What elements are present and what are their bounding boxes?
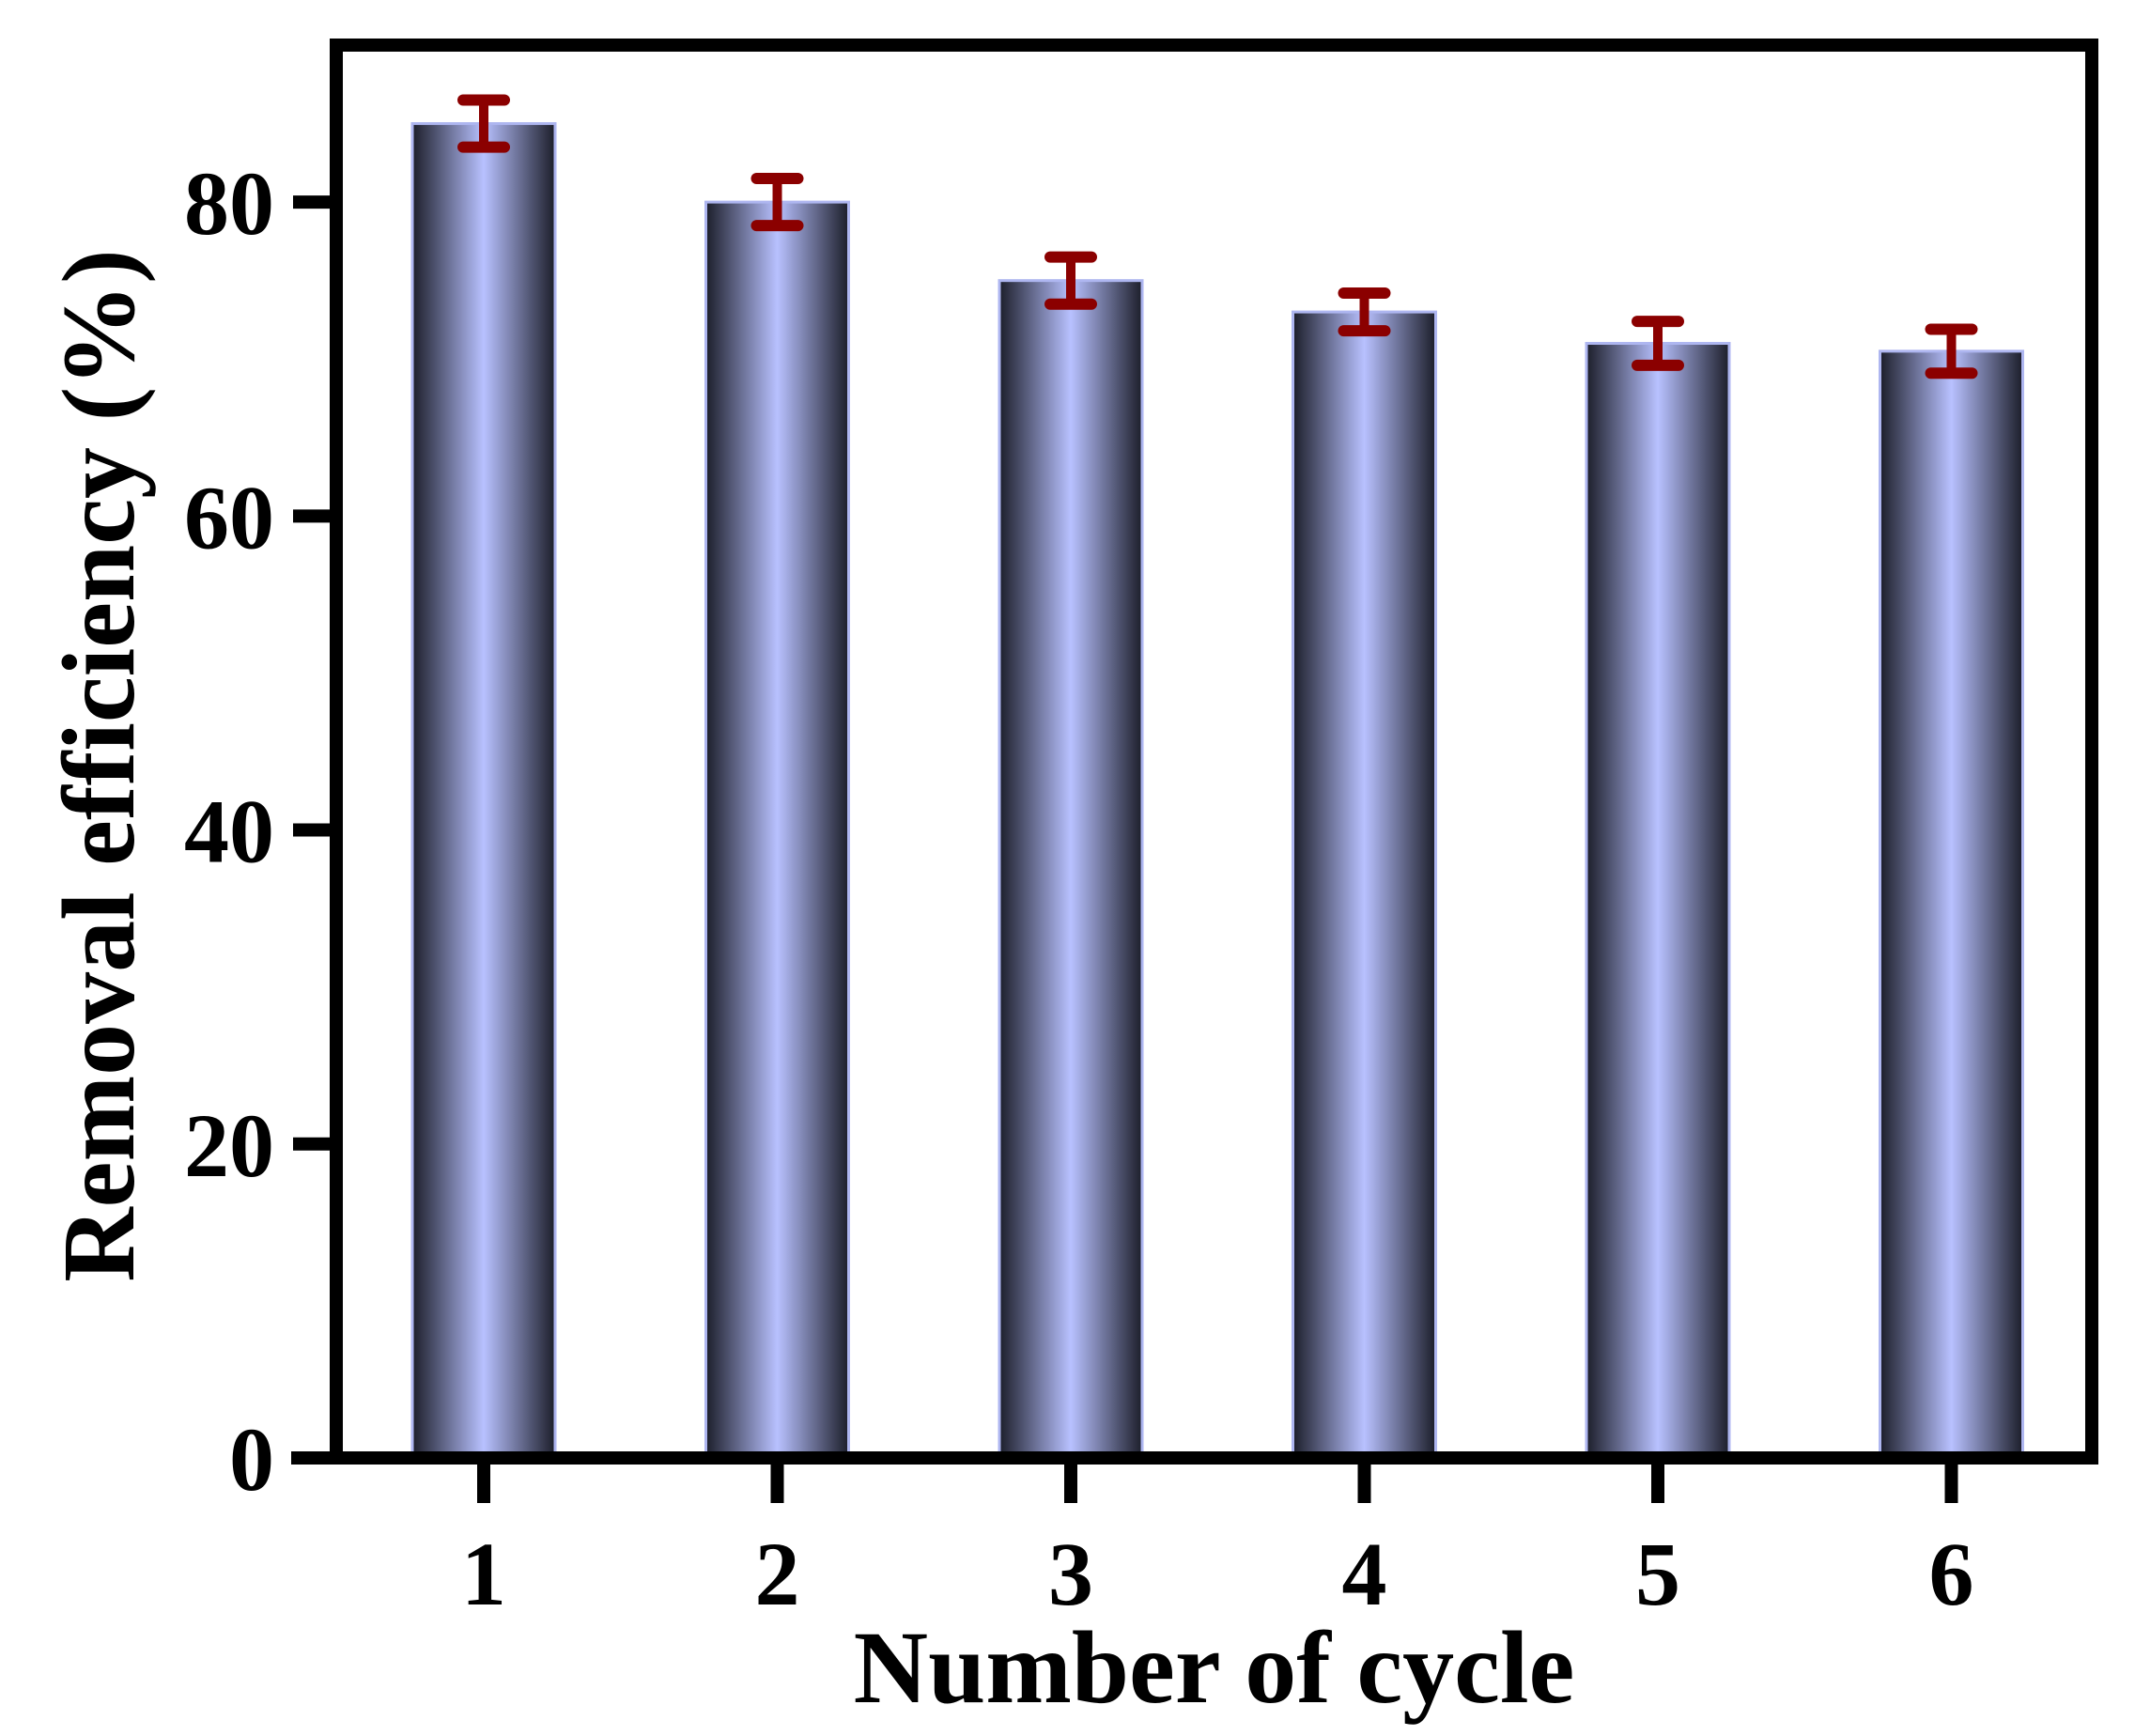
axes bbox=[291, 39, 2098, 1503]
y-tick-label-0: 0 bbox=[229, 1409, 274, 1510]
bar-2 bbox=[704, 200, 850, 1460]
x-tick-label-5: 5 bbox=[1635, 1524, 1680, 1624]
y-tick-label-40: 40 bbox=[184, 782, 274, 882]
error-bar-3 bbox=[1044, 251, 1097, 310]
y-tick-label-80: 80 bbox=[184, 153, 274, 254]
error-bars bbox=[457, 94, 1978, 380]
bars bbox=[410, 122, 2024, 1460]
error-bar-1 bbox=[457, 94, 510, 153]
error-bar-5 bbox=[1632, 316, 1684, 371]
bar-3 bbox=[998, 279, 1144, 1460]
x-tick-label-6: 6 bbox=[1929, 1524, 1974, 1624]
bar-1 bbox=[410, 122, 557, 1460]
y-axis-title: Removal efficiency (%) bbox=[41, 249, 156, 1282]
x-tick-label-4: 4 bbox=[1342, 1524, 1387, 1624]
x-tick-label-3: 3 bbox=[1048, 1524, 1093, 1624]
error-bar-4 bbox=[1338, 287, 1391, 337]
plot-frame bbox=[330, 39, 2098, 1465]
y-tick-label-20: 20 bbox=[184, 1095, 274, 1196]
bar-5 bbox=[1585, 342, 1731, 1460]
tick-labels: 0 20 40 60 80 1 2 3 4 5 6 bbox=[184, 153, 1974, 1624]
error-bar-6 bbox=[1925, 323, 1978, 380]
x-tick-label-1: 1 bbox=[461, 1524, 506, 1624]
x-tick-label-2: 2 bbox=[755, 1524, 800, 1624]
bar-6 bbox=[1879, 349, 2024, 1460]
x-axis-title: Number of cycle bbox=[854, 1610, 1575, 1725]
y-tick-label-60: 60 bbox=[184, 467, 274, 567]
bar-4 bbox=[1292, 310, 1437, 1460]
error-bar-2 bbox=[750, 173, 804, 232]
